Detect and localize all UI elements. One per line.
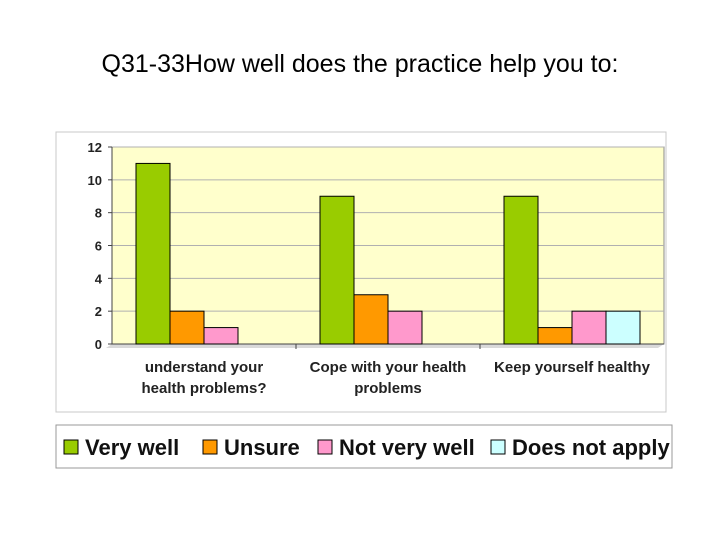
legend-label-does-not-apply: Does not apply: [512, 435, 670, 460]
legend-swatch-very-well: [63, 439, 79, 455]
x-category-label-0-0: understand your: [145, 359, 264, 376]
legend-label-unsure: Unsure: [224, 435, 300, 460]
x-category-label-1-0: Cope with your health: [310, 359, 467, 376]
plot-area: 0 2 4 6 8 10 12 understand your health problems?…: [88, 140, 665, 397]
bar-unsure-1: [353, 294, 389, 345]
bar-unsure-2: [537, 327, 573, 345]
y-tick-label-3: 6: [95, 239, 102, 254]
legend-swatch-does-not-apply: [490, 439, 506, 455]
bar-not-very-well-1: [387, 310, 423, 345]
bar-very-well-0: [135, 162, 171, 345]
x-category-label-2-0: Keep yourself healthy: [494, 359, 651, 376]
bar-does-not-apply-2: [605, 310, 641, 345]
y-tick-label-4: 8: [95, 206, 102, 221]
y-tick-label-2: 4: [95, 271, 103, 286]
bar-unsure-0: [169, 310, 205, 345]
x-category-label-1-1: problems: [354, 380, 422, 397]
legend-label-very-well: Very well: [85, 435, 179, 460]
legend: Very well Unsure Not very well Does not app…: [55, 424, 673, 469]
bar-not-very-well-2: [571, 310, 607, 345]
bar-very-well-2: [503, 195, 539, 345]
bar-very-well-1: [319, 195, 355, 345]
x-category-label-0-1: health problems?: [141, 380, 266, 397]
y-tick-label-1: 2: [95, 304, 102, 319]
y-tick-label-5: 10: [88, 173, 102, 188]
slide-title: Q31-33How well does the practice help yo…: [101, 50, 619, 78]
bar-not-very-well-0: [203, 327, 239, 345]
plot-floor: [106, 344, 664, 348]
y-tick-label-0: 0: [95, 337, 102, 352]
legend-swatch-not-very-well: [317, 439, 333, 455]
legend-label-not-very-well: Not very well: [339, 435, 475, 460]
y-tick-label-6: 12: [88, 140, 102, 155]
legend-swatch-unsure: [202, 439, 218, 455]
legend-box: [55, 424, 673, 469]
